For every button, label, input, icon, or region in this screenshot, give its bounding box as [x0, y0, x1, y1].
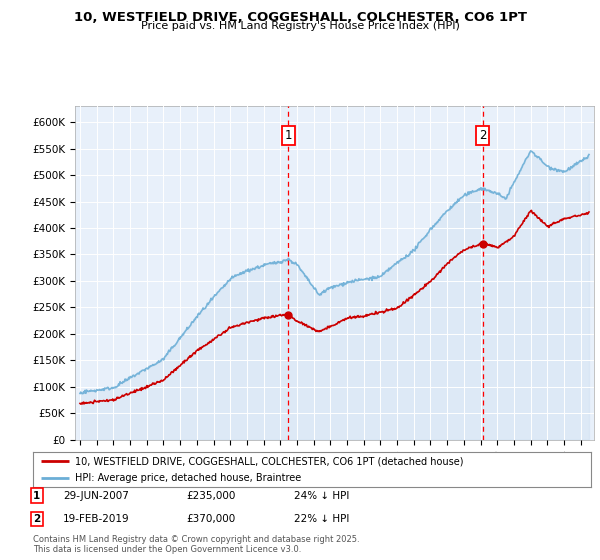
Text: 24% ↓ HPI: 24% ↓ HPI: [294, 491, 349, 501]
Text: £370,000: £370,000: [186, 514, 235, 524]
Text: 10, WESTFIELD DRIVE, COGGESHALL, COLCHESTER, CO6 1PT (detached house): 10, WESTFIELD DRIVE, COGGESHALL, COLCHES…: [75, 456, 463, 466]
Text: 1: 1: [284, 129, 292, 142]
Text: 29-JUN-2007: 29-JUN-2007: [63, 491, 129, 501]
Text: 22% ↓ HPI: 22% ↓ HPI: [294, 514, 349, 524]
Text: £235,000: £235,000: [186, 491, 235, 501]
Text: Contains HM Land Registry data © Crown copyright and database right 2025.
This d: Contains HM Land Registry data © Crown c…: [33, 535, 359, 554]
Text: 2: 2: [479, 129, 486, 142]
Text: 10, WESTFIELD DRIVE, COGGESHALL, COLCHESTER, CO6 1PT: 10, WESTFIELD DRIVE, COGGESHALL, COLCHES…: [74, 11, 527, 24]
Text: Price paid vs. HM Land Registry's House Price Index (HPI): Price paid vs. HM Land Registry's House …: [140, 21, 460, 31]
Text: 1: 1: [33, 491, 40, 501]
Text: 2: 2: [33, 514, 40, 524]
Text: HPI: Average price, detached house, Braintree: HPI: Average price, detached house, Brai…: [75, 473, 301, 483]
Text: 19-FEB-2019: 19-FEB-2019: [63, 514, 130, 524]
